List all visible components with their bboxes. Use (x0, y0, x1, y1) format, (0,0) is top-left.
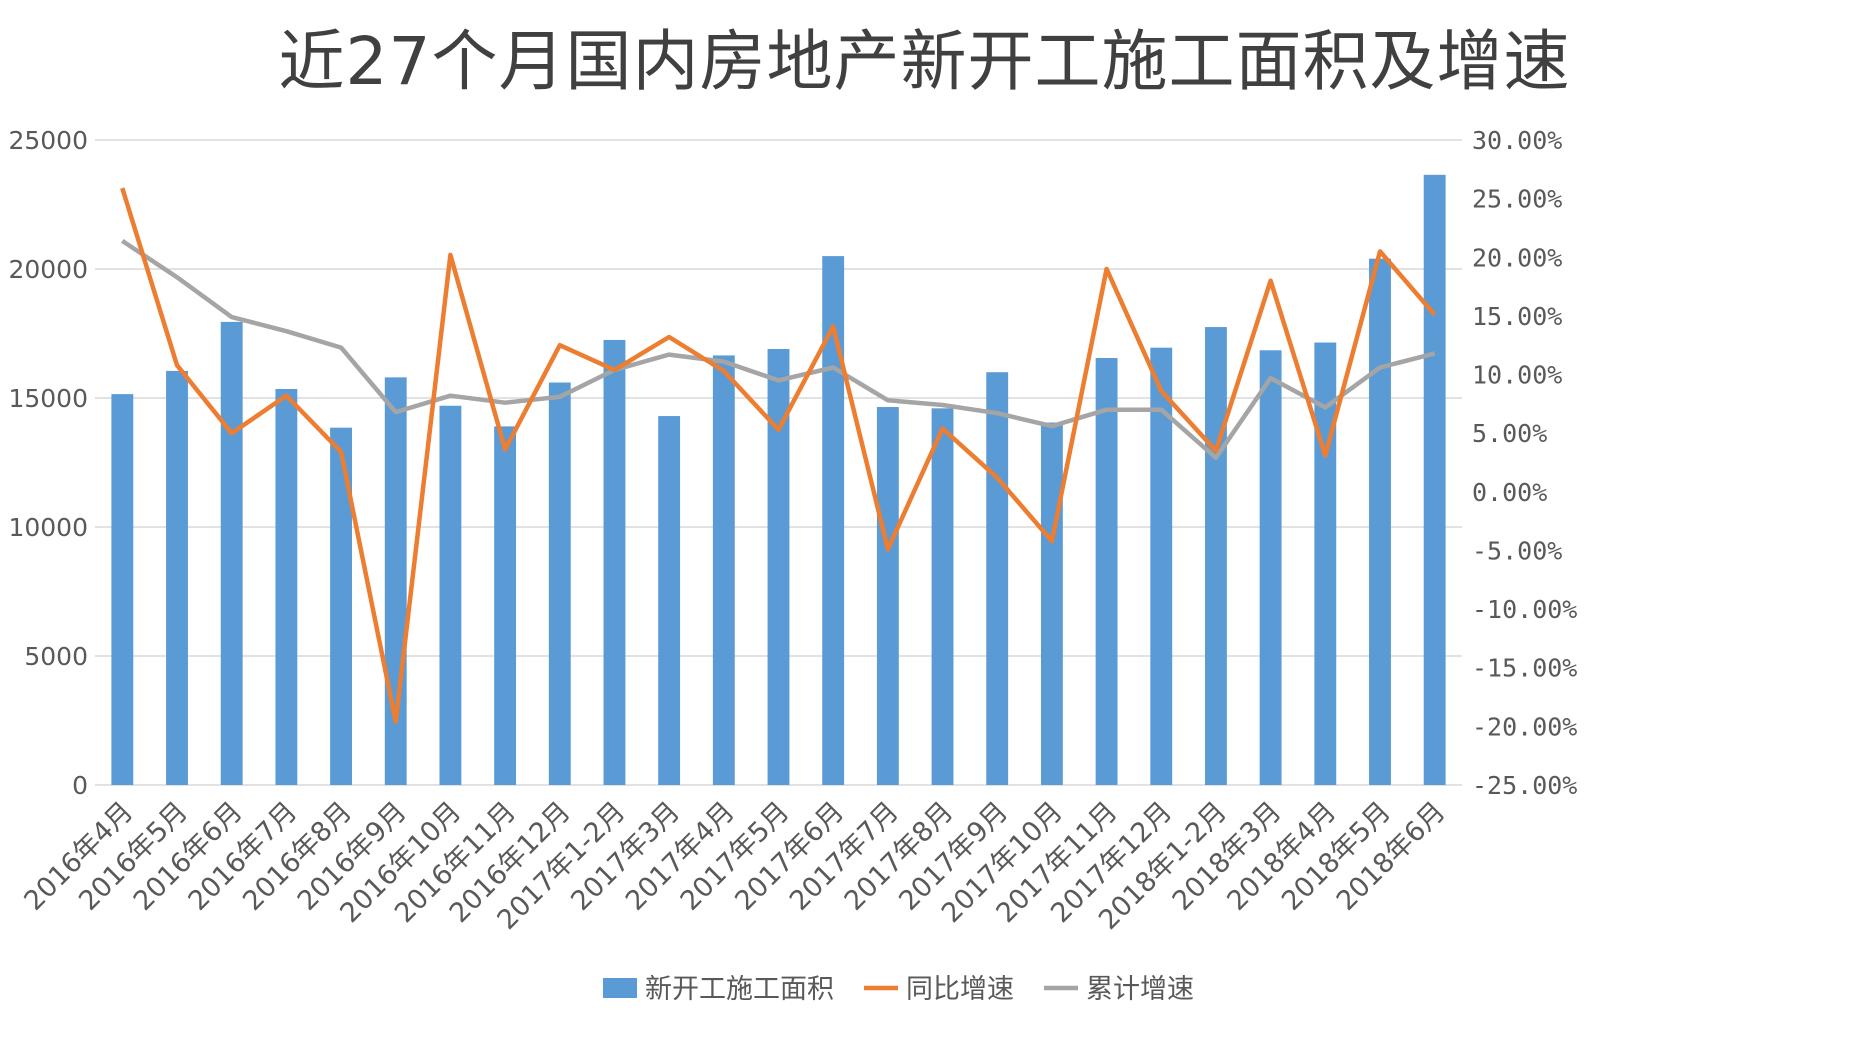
bar (1150, 347, 1173, 785)
right-tick-label: -25.00% (1472, 771, 1577, 800)
right-tick-label: 25.00% (1472, 185, 1562, 214)
bar (1423, 174, 1446, 785)
bar (220, 321, 243, 785)
legend-label: 新开工施工面积 (645, 974, 834, 1005)
bar (166, 370, 188, 785)
series-line (120, 187, 1437, 724)
right-tick-label: 0.00% (1472, 478, 1547, 507)
left-tick-label: 15000 (8, 384, 88, 413)
legend-swatch (603, 978, 637, 998)
right-tick-label: 30.00% (1472, 126, 1562, 155)
bar (1040, 422, 1063, 785)
legend-label: 累计增速 (1086, 974, 1194, 1005)
right-tick-label: 20.00% (1472, 243, 1562, 272)
bar (658, 416, 681, 785)
bar (1369, 258, 1391, 785)
right-tick-label: -20.00% (1472, 712, 1577, 741)
bar (1259, 350, 1282, 785)
left-tick-label: 5000 (24, 642, 88, 671)
bar (111, 394, 134, 785)
bar (330, 427, 352, 785)
left-tick-label: 25000 (8, 126, 88, 155)
bar (548, 382, 571, 785)
bar (767, 348, 790, 785)
bar (931, 408, 954, 785)
bar (494, 426, 517, 785)
right-tick-label: -15.00% (1472, 654, 1577, 683)
chart-title: 近27个月国内房地产新开工施工面积及增速 (278, 23, 1571, 100)
right-tick-label: -5.00% (1472, 536, 1562, 565)
right-tick-label: 5.00% (1472, 419, 1547, 448)
bar (603, 339, 626, 785)
bar (876, 407, 899, 785)
right-tick-label: -10.00% (1472, 595, 1577, 624)
bar (822, 256, 845, 786)
left-tick-label: 10000 (8, 513, 88, 542)
right-tick-label: 10.00% (1472, 361, 1562, 390)
legend-label: 同比增速 (906, 974, 1014, 1005)
left-tick-label: 20000 (8, 255, 88, 284)
bar (986, 372, 1009, 785)
bar (1095, 358, 1118, 785)
bar (1205, 327, 1227, 785)
bar (275, 388, 298, 785)
right-tick-label: 15.00% (1472, 302, 1562, 331)
bar (1314, 342, 1337, 785)
bar (712, 355, 735, 785)
left-tick-label: 0 (72, 771, 88, 800)
series-line (121, 239, 1436, 461)
bar (439, 405, 462, 785)
